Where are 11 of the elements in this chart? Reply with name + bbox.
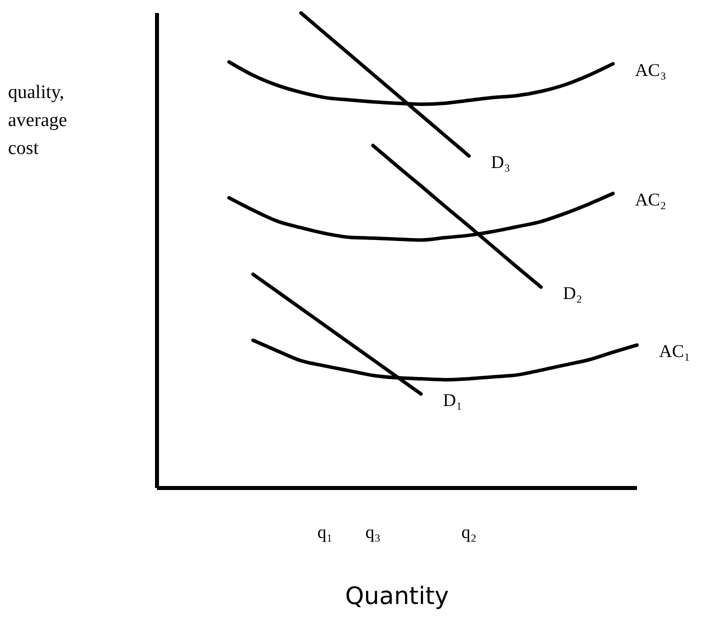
series-label: D₃ [491, 152, 510, 172]
x-axis-title: Quantity [345, 582, 449, 610]
y-axis-title: quality, average cost [8, 82, 68, 159]
series-label: AC₃ [635, 60, 666, 80]
series-label: D₁ [443, 390, 462, 410]
series-label: D₂ [563, 283, 582, 304]
x-tick-label: q₃ [365, 522, 381, 542]
x-tick-label: q₁ [317, 522, 333, 542]
series-label: AC₂ [635, 190, 666, 210]
series-label: AC₁ [659, 341, 690, 362]
x-tick-label: q₂ [461, 522, 477, 542]
